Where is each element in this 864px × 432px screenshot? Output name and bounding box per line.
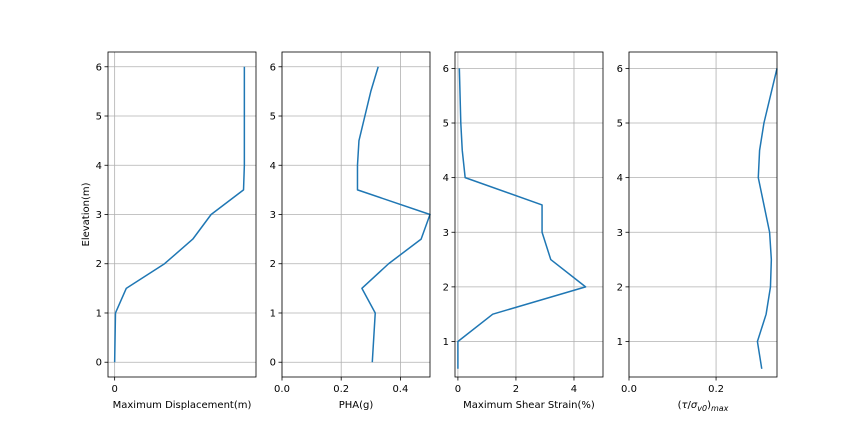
subplot-1: 0 0 1 2 3 4 5 6 Maximum Displacement(m) Elevation…: [81, 51, 257, 411]
x-axis-label: (τ/σv0)max: [678, 400, 729, 413]
axes-frame: [628, 51, 778, 378]
subplot-2: 0.0 0.2 0.4 0 1 2 3 4 5 6 PHA(g): [270, 51, 431, 411]
series-line: [457, 68, 587, 369]
y-tick-label: 5: [270, 112, 276, 123]
axes-frame: [454, 51, 604, 378]
x-tick-label: 0.2: [333, 384, 349, 395]
x-tick-label: 0.0: [621, 384, 637, 395]
y-tick-label: 0: [270, 358, 276, 369]
y-tick-label: 4: [443, 173, 449, 184]
y-tick-label: 2: [617, 282, 623, 293]
x-axis-label: PHA(g): [339, 400, 374, 411]
y-tick-label: 2: [443, 282, 449, 293]
x-tick-label: 0.0: [274, 384, 290, 395]
subplot-4: 0.0 0.2 1 2 3 4 5 6 (τ/σv0)max: [617, 51, 778, 413]
y-tick-label: 1: [617, 337, 623, 348]
x-tick-label: 4: [571, 384, 577, 395]
y-tick-label: 3: [270, 210, 276, 221]
y-tick-label: 3: [96, 210, 102, 221]
x-tick-label: 0: [455, 384, 461, 395]
series-line: [113, 66, 246, 363]
y-tick-label: 4: [617, 173, 623, 184]
x-tick-label: 2: [513, 384, 519, 395]
y-tick-label: 0: [96, 358, 102, 369]
subplot-3: 0 2 4 1 2 3 4 5 6 Maximum Shear Strain(%): [443, 51, 604, 411]
y-tick-label: 6: [96, 62, 102, 73]
y-tick-label: 3: [443, 228, 449, 239]
y-tick-label: 1: [443, 337, 449, 348]
y-tick-label: 3: [617, 228, 623, 239]
x-axis-label: Maximum Displacement(m): [113, 400, 252, 411]
x-tick-label: 0.4: [392, 384, 408, 395]
y-tick-label: 5: [96, 112, 102, 123]
x-axis-label: Maximum Shear Strain(%): [463, 400, 595, 411]
x-tick-label: 0: [111, 384, 117, 395]
y-tick-label: 2: [270, 259, 276, 270]
y-tick-label: 1: [96, 308, 102, 319]
y-tick-label: 6: [617, 64, 623, 75]
y-tick-label: 6: [443, 64, 449, 75]
y-tick-label: 2: [96, 259, 102, 270]
y-tick-label: 1: [270, 308, 276, 319]
y-tick-label: 4: [270, 161, 276, 172]
y-axis-label: Elevation(m): [81, 182, 92, 246]
x-tick-label: 0.2: [708, 384, 724, 395]
y-tick-label: 5: [617, 119, 623, 130]
y-tick-label: 5: [443, 119, 449, 130]
series-line: [756, 68, 778, 369]
y-tick-label: 4: [96, 161, 102, 172]
y-tick-label: 6: [270, 62, 276, 73]
